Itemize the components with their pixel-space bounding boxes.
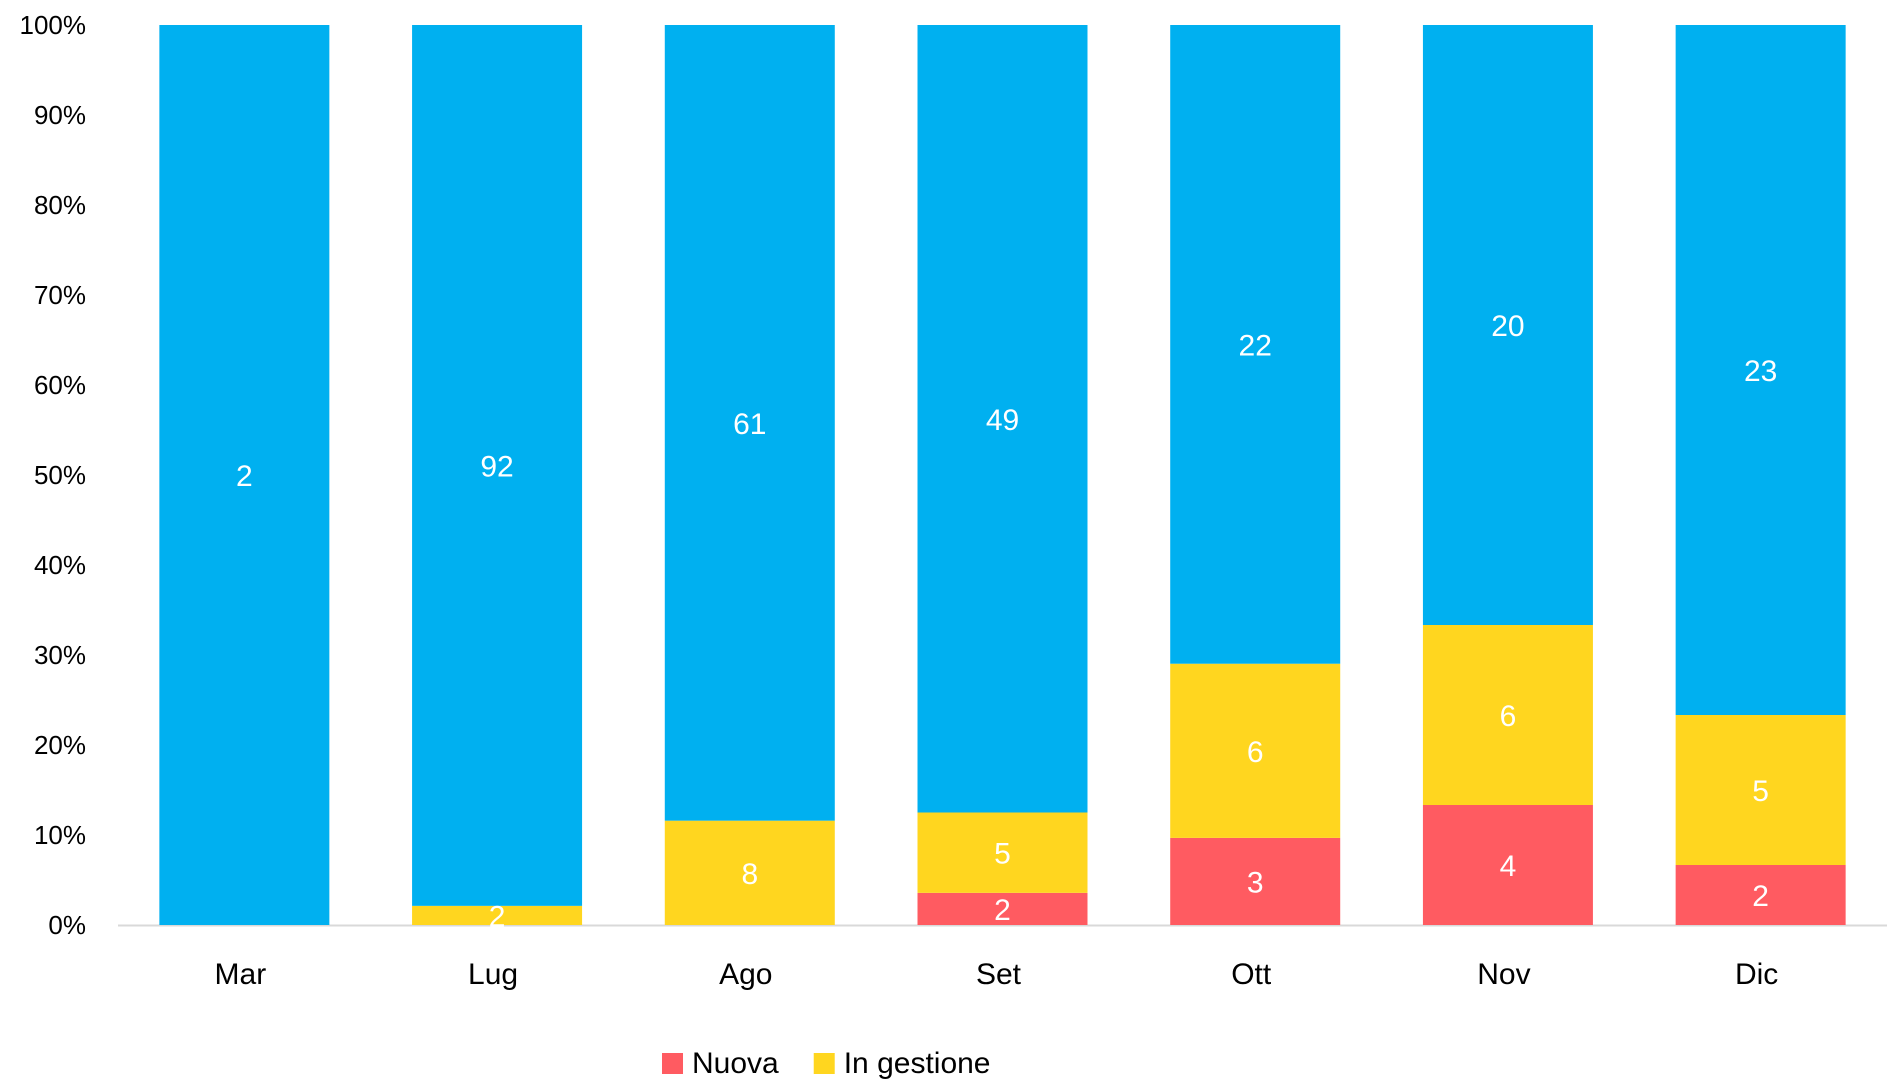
data-label: 22 [1239, 329, 1272, 362]
data-label: 61 [733, 408, 766, 441]
data-label: 2 [236, 460, 253, 493]
y-tick-label: 70% [34, 280, 86, 310]
data-label: 49 [986, 404, 1019, 437]
data-label: 92 [480, 450, 513, 483]
data-label: 8 [741, 858, 758, 891]
bar-segment [1170, 837, 1341, 925]
data-label: 20 [1491, 310, 1524, 343]
bars [159, 25, 1846, 925]
data-label: 2 [1752, 880, 1769, 913]
bar-segment [1422, 805, 1593, 925]
data-label: 5 [994, 838, 1011, 871]
bar-segment [1675, 25, 1846, 715]
legend-swatch [662, 1053, 683, 1074]
data-label: 23 [1744, 355, 1777, 388]
bar-segment [412, 905, 583, 925]
legend-swatch [813, 1053, 835, 1074]
data-label: 6 [1247, 736, 1264, 769]
bar-segment [664, 820, 835, 925]
y-tick-label: 60% [34, 370, 86, 400]
bar-segment [664, 25, 835, 821]
bar-segment [1422, 625, 1593, 805]
x-tick-label: Ago [719, 958, 772, 991]
bar-segment [1170, 663, 1341, 838]
y-tick-label: 90% [34, 100, 86, 130]
y-tick-label: 20% [34, 730, 86, 760]
data-label: 2 [994, 894, 1011, 927]
y-tick-label: 100% [20, 10, 87, 40]
x-tick-label: Set [976, 958, 1022, 991]
x-tick-label: Dic [1735, 958, 1778, 991]
bar-segment [917, 892, 1088, 925]
bar-segment [1675, 865, 1846, 925]
y-axis: 0% 10% 20% 30% 40% 50% 60% 70% 80% 90% 100% [20, 10, 87, 940]
y-tick-label: 40% [34, 550, 86, 580]
x-tick-label: Mar [215, 958, 267, 991]
y-tick-label: 30% [34, 640, 86, 670]
y-tick-label: 10% [34, 820, 86, 850]
data-label: 4 [1500, 850, 1517, 883]
y-tick-label: 50% [34, 460, 86, 490]
bar-segment [917, 25, 1088, 813]
legend-label: Nuova [692, 1047, 779, 1080]
y-tick-label: 80% [34, 190, 86, 220]
legend: Nuova In gestione [662, 1047, 991, 1080]
data-label: 3 [1247, 866, 1264, 899]
y-tick-label: 0% [48, 910, 86, 940]
x-tick-label: Lug [468, 958, 518, 991]
bar-segment [412, 25, 583, 906]
bar-segment [1170, 25, 1341, 664]
legend-label: In gestione [844, 1047, 991, 1080]
bar-segment [1675, 715, 1846, 865]
data-label: 2 [489, 900, 506, 933]
bar-segment [159, 25, 330, 925]
x-tick-label: Nov [1477, 958, 1530, 991]
bar-segment [1422, 25, 1593, 625]
x-axis: Mar Lug Ago Set Ott Nov Dic [118, 924, 1887, 991]
bar-segment [917, 812, 1088, 893]
data-label: 5 [1752, 775, 1769, 808]
data-label: 6 [1500, 700, 1517, 733]
x-tick-label: Ott [1231, 958, 1272, 991]
